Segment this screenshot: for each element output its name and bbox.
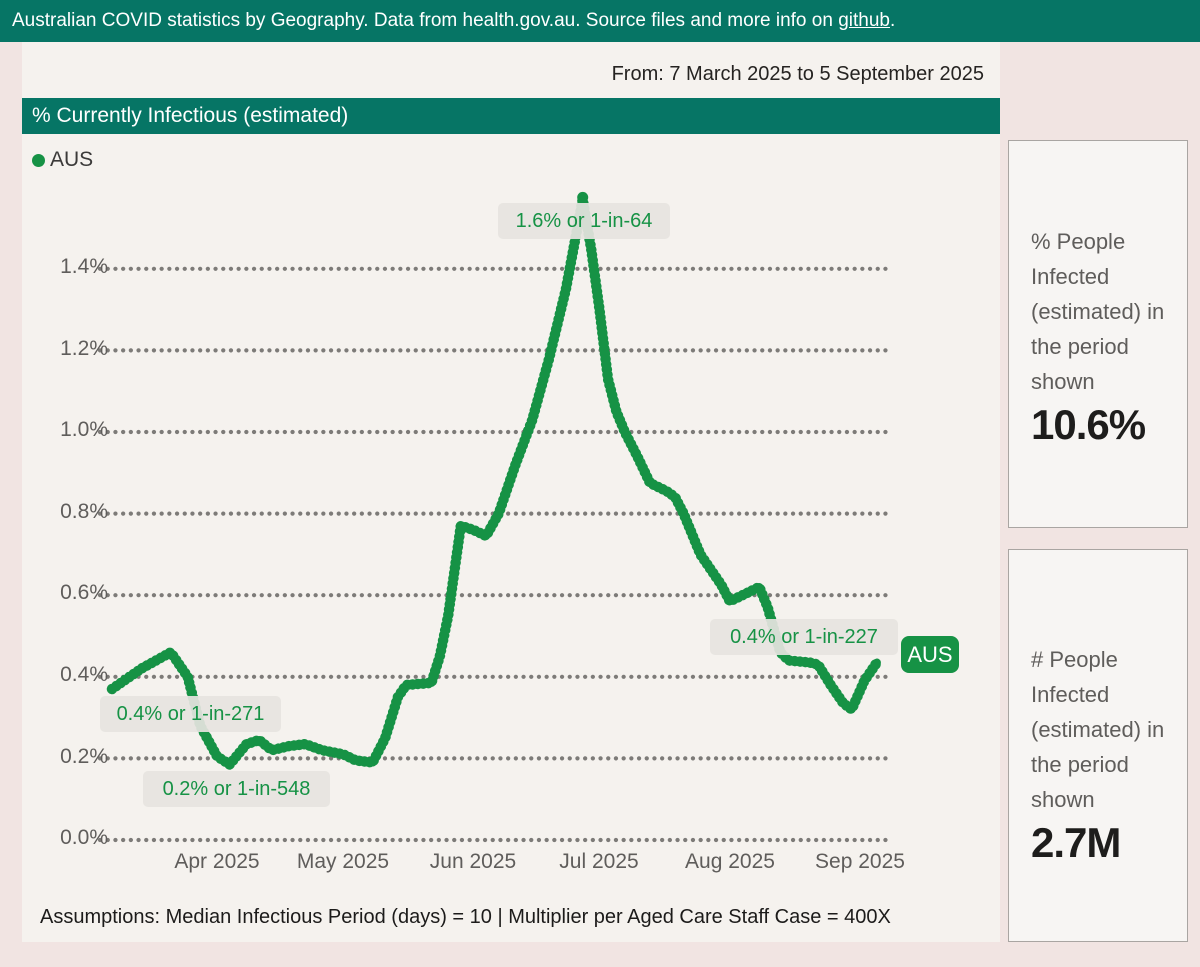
- peak-marker: [577, 191, 589, 203]
- y-tick: 1.0%: [60, 418, 108, 441]
- series-end-label: AUS: [901, 636, 959, 673]
- legend-label: AUS: [50, 148, 94, 171]
- annotation-low: 0.2% or 1-in-548: [143, 771, 330, 807]
- y-tick: 0.2%: [60, 745, 108, 768]
- y-tick: 0.4%: [60, 663, 108, 686]
- top-banner: Australian COVID statistics by Geography…: [0, 0, 1200, 42]
- github-link[interactable]: github: [838, 10, 890, 31]
- assumptions-text: Assumptions: Median Infectious Period (d…: [40, 906, 891, 928]
- date-range-label: From: 7 March 2025 to 5 September 2025: [611, 63, 984, 85]
- chart-panel: From: 7 March 2025 to 5 September 2025 %…: [22, 42, 1000, 942]
- banner-text: Australian COVID statistics by Geography…: [12, 10, 839, 31]
- kpi-card-number-infected: # People Infected (estimated) in the per…: [1008, 549, 1188, 942]
- x-tick: Apr 2025: [174, 850, 260, 873]
- x-tick: Jun 2025: [429, 850, 517, 873]
- kpi-label: % People Infected (estimated) in the per…: [1031, 229, 1165, 394]
- x-tick: Sep 2025: [815, 850, 905, 873]
- y-tick: 1.2%: [60, 337, 108, 360]
- line-chart-plot-area[interactable]: [22, 42, 1000, 942]
- annotation-end: 0.4% or 1-in-227: [710, 619, 898, 655]
- y-tick: 1.4%: [60, 255, 108, 278]
- annotation-start: 0.4% or 1-in-271: [100, 696, 281, 732]
- kpi-value: 10.6%: [1031, 401, 1146, 448]
- y-tick: 0.0%: [60, 826, 108, 849]
- legend-dot-icon: [32, 153, 45, 167]
- kpi-label: # People Infected (estimated) in the per…: [1031, 647, 1165, 812]
- aus-series-line-beads: [106, 194, 883, 770]
- annotation-peak: 1.6% or 1-in-64: [498, 203, 670, 239]
- x-tick: Aug 2025: [685, 850, 775, 873]
- y-tick: 0.8%: [60, 500, 108, 523]
- chart-title: % Currently Infectious (estimated): [22, 98, 1000, 134]
- x-tick: May 2025: [296, 850, 390, 873]
- y-tick: 0.6%: [60, 581, 108, 604]
- aus-series-line[interactable]: [108, 195, 881, 769]
- kpi-value: 2.7M: [1031, 819, 1121, 866]
- kpi-card-percent-infected: % People Infected (estimated) in the per…: [1008, 140, 1188, 528]
- legend-item-aus[interactable]: AUS: [32, 147, 93, 173]
- x-tick: Jul 2025: [559, 850, 639, 873]
- banner-text-suffix: .: [889, 10, 896, 31]
